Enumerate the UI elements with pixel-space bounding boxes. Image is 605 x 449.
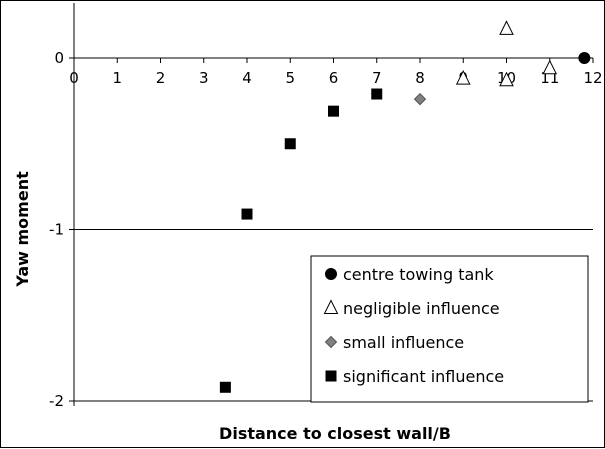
x-tick-label: 2 (156, 69, 166, 87)
point-small-influence (413, 92, 427, 106)
point-significant-influence (284, 138, 296, 150)
legend: centre towing tank negligible influence sm… (310, 255, 589, 403)
x-tick-label: 1 (112, 69, 122, 87)
x-tick-label: 4 (242, 69, 252, 87)
data-points (219, 20, 591, 393)
x-tick-label: 12 (583, 69, 602, 87)
legend-label-significant-influence: significant influence (343, 367, 504, 386)
y-tick-label: -2 (49, 392, 64, 410)
point-significant-influence (241, 208, 253, 220)
legend-marker-negligible-influence (323, 299, 339, 314)
y-axis-title: Yaw moment (13, 171, 32, 288)
point-negligible-influence (499, 71, 514, 87)
point-negligible-influence (542, 59, 558, 75)
point-significant-influence (219, 381, 231, 393)
point-negligible-influence (499, 20, 514, 35)
legend-items: centre towing tank negligible influence sm… (323, 265, 504, 386)
x-ticks: 0123456789101112 (69, 58, 603, 87)
point-significant-influence (371, 88, 383, 100)
legend-marker-centre-towing-tank (325, 268, 337, 280)
point-negligible-influence (455, 69, 471, 85)
x-tick-label: 7 (372, 69, 382, 87)
x-tick-label: 3 (199, 69, 209, 87)
y-ticks: 0 -1 -2 (49, 49, 74, 410)
x-tick-label: 0 (69, 69, 79, 87)
point-centre-towing-tank (578, 52, 591, 64)
legend-box (310, 255, 589, 403)
axis-layer (69, 3, 593, 406)
legend-label-negligible-influence: negligible influence (343, 299, 500, 318)
legend-label-centre-towing-tank: centre towing tank (343, 265, 494, 284)
y-tick-label: -1 (49, 221, 64, 239)
x-tick-label: 8 (415, 69, 425, 87)
legend-marker-small-influence (324, 335, 338, 349)
legend-label-small-influence: small influence (343, 333, 464, 352)
x-tick-label: 5 (285, 69, 295, 87)
x-tick-label: 6 (329, 69, 339, 87)
x-axis-title: Distance to closest wall/B (219, 424, 451, 443)
point-significant-influence (328, 105, 339, 117)
legend-marker-significant-influence (325, 370, 337, 382)
y-tick-label: 0 (54, 49, 64, 67)
